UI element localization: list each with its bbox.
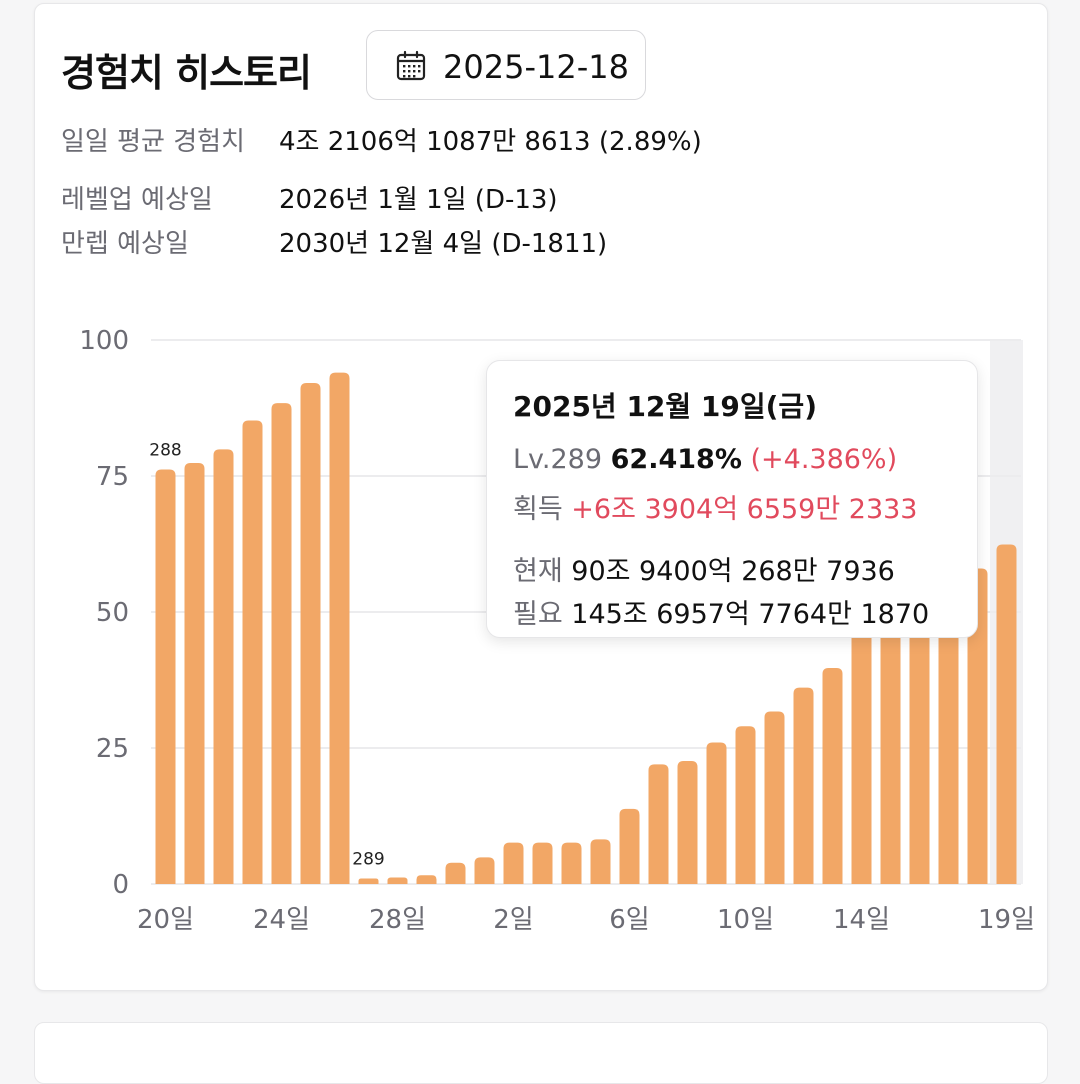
- bar-11일[interactable]: [764, 711, 785, 884]
- tooltip-required-label: 필요: [513, 599, 563, 630]
- bar-3일[interactable]: [532, 842, 553, 884]
- bar-22일[interactable]: [213, 449, 234, 884]
- levelup-date-label: 레벨업 예상일: [61, 185, 213, 215]
- bar-14일[interactable]: [851, 622, 872, 884]
- date-picker-button[interactable]: 2025-12-18: [366, 30, 646, 100]
- tooltip-current-label: 현재: [513, 556, 563, 587]
- tooltip-current-value: 90조 9400억 268만 7936: [571, 556, 895, 587]
- bar-26일[interactable]: [329, 372, 350, 884]
- exp-bar-chart[interactable]: 0 25 50 75 100 288 289 20일 24일 28일 2일 6일 10일 14일 19일: [35, 4, 1047, 990]
- y-tick-label: 75: [96, 462, 129, 492]
- bar-30일[interactable]: [445, 862, 466, 884]
- tooltip-required-row: 필요 145조 6957억 7764만 1870: [513, 592, 929, 631]
- page-title: 경험치 히스토리: [61, 51, 312, 95]
- bar-4일[interactable]: [561, 842, 582, 884]
- level-annotation: 289: [352, 850, 384, 870]
- x-tick-label: 6일: [609, 905, 649, 935]
- tooltip-gain-value: +6조 3904억 6559만 2333: [571, 494, 918, 525]
- exp-history-card: 경험치 히스토리 2025-12-18 일일 평균 경험치 4조 2106억 1…: [34, 3, 1048, 991]
- bar-9일[interactable]: [706, 742, 727, 884]
- bar-17일[interactable]: [938, 584, 959, 884]
- bar-21일[interactable]: [184, 462, 205, 884]
- bar-28일[interactable]: [387, 877, 408, 884]
- x-tick-label: 10일: [717, 905, 774, 935]
- bar-12일[interactable]: [793, 687, 814, 884]
- bar-20일[interactable]: [155, 469, 176, 884]
- tooltip-required-value: 145조 6957억 7764만 1870: [571, 599, 930, 630]
- y-tick-label: 50: [96, 598, 129, 628]
- next-card: [34, 1022, 1048, 1084]
- bar-8일[interactable]: [677, 761, 698, 884]
- x-tick-label: 2일: [493, 905, 533, 935]
- bar-1일[interactable]: [474, 857, 495, 884]
- tooltip-gain-row: 획득 +6조 3904억 6559만 2333: [513, 487, 918, 526]
- tooltip-level: Lv.289: [513, 444, 603, 475]
- selected-date: 2025-12-18: [443, 48, 629, 86]
- y-tick-label: 100: [79, 326, 129, 356]
- bar-24일[interactable]: [271, 403, 292, 884]
- bar-10일[interactable]: [735, 726, 756, 884]
- bar-23일[interactable]: [242, 420, 263, 884]
- bar-25일[interactable]: [300, 382, 321, 884]
- tooltip-date: 2025년 12월 19일(금): [513, 390, 817, 423]
- calendar-icon: [396, 50, 426, 81]
- tooltip-level-row: Lv.289 62.418% (+4.386%): [513, 444, 897, 475]
- bar-27일[interactable]: [358, 878, 379, 884]
- daily-average-label: 일일 평균 경험치: [61, 127, 245, 157]
- levelup-date-value: 2026년 1월 1일 (D-13): [279, 185, 558, 215]
- bar-16일[interactable]: [909, 601, 930, 884]
- bar-15일[interactable]: [880, 612, 901, 884]
- x-tick-label: 19일: [978, 905, 1035, 935]
- bar-7일[interactable]: [648, 764, 669, 884]
- chart-tooltip: 2025년 12월 19일(금) Lv.289 62.418% (+4.386%…: [486, 360, 978, 638]
- y-tick-label: 25: [96, 734, 129, 764]
- bar-6일[interactable]: [619, 808, 640, 884]
- bar-18일[interactable]: [967, 568, 988, 884]
- maxlevel-date-value: 2030년 12월 4일 (D-1811): [279, 229, 608, 259]
- maxlevel-date-label: 만렙 예상일: [61, 229, 189, 259]
- x-tick-label: 20일: [137, 905, 194, 935]
- x-tick-label: 24일: [253, 905, 310, 935]
- tooltip-gain-label: 획득: [513, 494, 563, 525]
- bar-13일[interactable]: [822, 668, 843, 884]
- tooltip-current-row: 현재 90조 9400억 268만 7936: [513, 549, 895, 588]
- level-annotation: 288: [149, 440, 181, 460]
- y-tick-label: 0: [112, 870, 129, 900]
- bar-19일[interactable]: [996, 544, 1017, 884]
- x-tick-label: 28일: [369, 905, 426, 935]
- bar-29일[interactable]: [416, 875, 437, 884]
- bar-2일[interactable]: [503, 842, 524, 884]
- daily-average-value: 4조 2106억 1087만 8613 (2.89%): [279, 127, 702, 157]
- tooltip-delta: (+4.386%): [750, 444, 898, 475]
- bar-5일[interactable]: [590, 839, 611, 884]
- x-tick-label: 14일: [833, 905, 890, 935]
- tooltip-percent: 62.418%: [610, 444, 742, 475]
